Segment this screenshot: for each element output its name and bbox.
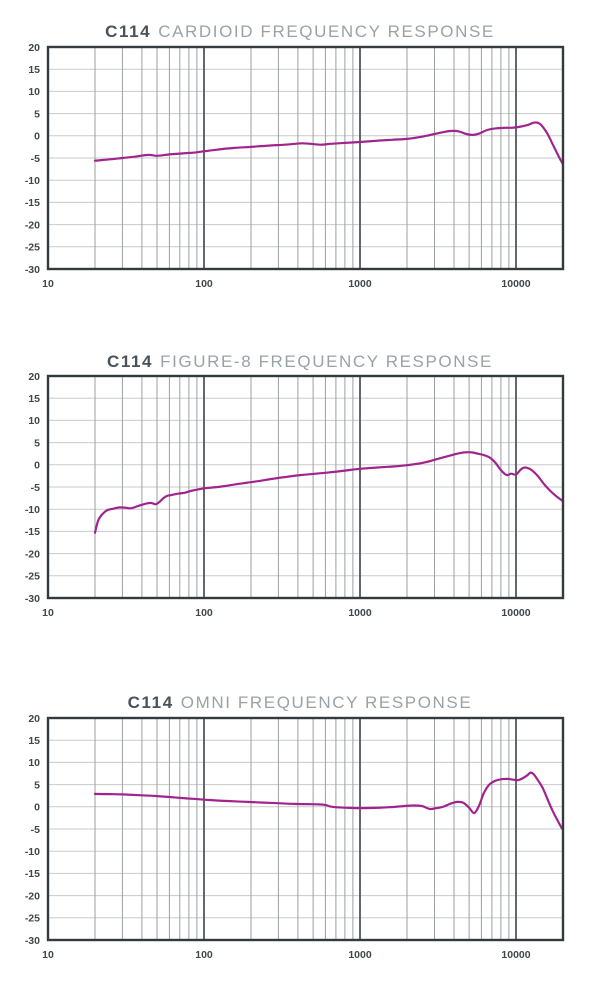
y-tick-label: 0 [34,802,40,814]
chart-title-model: C114 [127,693,174,712]
horizontal-gridlines [48,397,563,577]
horizontal-gridlines [48,68,563,248]
horizontal-gridlines [48,739,563,919]
x-axis-labels: 10 100 1000 10000 [42,607,531,619]
y-tick-label: -20 [25,890,40,902]
chart-title-model: C114 [105,22,152,41]
y-tick-label: -30 [25,935,40,947]
y-tick-label: -15 [25,868,40,880]
figure8-chart-title: C114 FIGURE-8 FREQUENCY RESPONSE [0,352,600,372]
x-tick-label: 100 [195,607,213,619]
y-tick-label: 20 [28,371,40,383]
y-tick-label: -15 [25,526,40,538]
y-tick-label: 10 [28,86,40,98]
x-tick-label: 10 [42,278,54,290]
y-tick-label: -30 [25,593,40,605]
response-curve [93,121,563,166]
y-tick-label: 5 [34,108,40,120]
response-curve [93,451,563,534]
y-tick-label: -5 [31,153,40,165]
y-tick-label: 15 [28,735,40,747]
x-tick-label: 10000 [501,949,530,961]
chart-title-model: C114 [107,352,154,371]
x-tick-label: 10000 [501,278,530,290]
response-curve [93,771,563,831]
plot-border [46,716,565,942]
y-tick-label: 20 [28,713,40,725]
x-tick-label: 1000 [348,949,372,961]
y-tick-label: -10 [25,846,40,858]
chart-title-text: OMNI FREQUENCY RESPONSE [180,693,473,712]
chart-title-text: CARDIOID FREQUENCY RESPONSE [158,22,495,41]
x-tick-label: 1000 [348,278,372,290]
cardioid-chart-title: C114 CARDIOID FREQUENCY RESPONSE [0,22,600,42]
y-tick-label: -15 [25,197,40,209]
x-tick-label: 1000 [348,607,372,619]
y-tick-label: -20 [25,219,40,231]
y-tick-label: 5 [34,437,40,449]
y-tick-label: -5 [31,482,40,494]
y-axis-labels: 20 15 10 5 0 -5 -10 -15 -20 -25 -30 [25,713,40,947]
x-tick-label: 10000 [501,607,530,619]
y-tick-label: -20 [25,548,40,560]
plot-border [46,374,565,600]
vertical-gridlines [94,718,517,940]
x-axis-labels: 10 100 1000 10000 [42,949,531,961]
x-tick-label: 100 [195,278,213,290]
y-tick-label: -10 [25,175,40,187]
y-tick-label: 5 [34,779,40,791]
x-tick-label: 10 [42,949,54,961]
y-tick-label: 20 [28,42,40,54]
y-tick-label: 15 [28,64,40,76]
y-axis-labels: 20 15 10 5 0 -5 -10 -15 -20 -25 -30 [25,371,40,605]
y-tick-label: 10 [28,757,40,769]
y-tick-label: -30 [25,264,40,276]
omni-chart-title: C114 OMNI FREQUENCY RESPONSE [0,693,600,713]
y-tick-label: 0 [34,131,40,143]
y-tick-label: -25 [25,242,40,254]
plot-border [46,45,565,271]
y-tick-label: -5 [31,824,40,836]
y-tick-label: -25 [25,913,40,925]
y-tick-label: 0 [34,460,40,472]
x-tick-label: 100 [195,949,213,961]
y-axis-labels: 20 15 10 5 0 -5 -10 -15 -20 -25 -30 [25,42,40,276]
chart-title-text: FIGURE-8 FREQUENCY RESPONSE [160,352,493,371]
y-tick-label: 15 [28,393,40,405]
y-tick-label: -10 [25,504,40,516]
y-tick-label: -25 [25,571,40,583]
y-tick-label: 10 [28,415,40,427]
x-tick-label: 10 [42,607,54,619]
vertical-gridlines [94,376,517,598]
x-axis-labels: 10 100 1000 10000 [42,278,531,290]
